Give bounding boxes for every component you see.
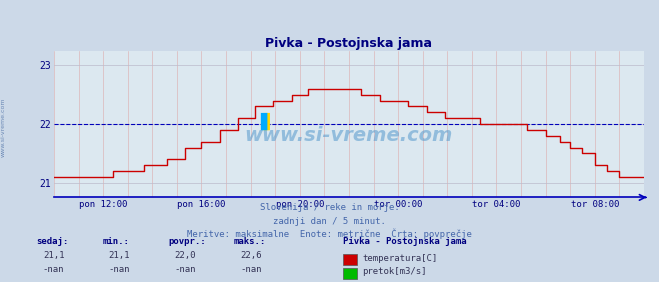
Text: -nan: -nan [241,265,262,274]
Text: maks.:: maks.: [234,237,266,246]
Text: Slovenija / reke in morje.: Slovenija / reke in morje. [260,203,399,212]
Title: Pivka - Postojnska jama: Pivka - Postojnska jama [266,37,432,50]
Text: -nan: -nan [43,265,65,274]
Text: pretok[m3/s]: pretok[m3/s] [362,267,427,276]
Text: temperatura[C]: temperatura[C] [362,254,438,263]
Text: Meritve: maksimalne  Enote: metrične  Črta: povprečje: Meritve: maksimalne Enote: metrične Črta… [187,229,472,239]
Text: ▌: ▌ [260,112,273,130]
Text: sedaj:: sedaj: [36,237,69,246]
Text: zadnji dan / 5 minut.: zadnji dan / 5 minut. [273,217,386,226]
Text: www.si-vreme.com: www.si-vreme.com [244,126,453,145]
Text: www.si-vreme.com: www.si-vreme.com [1,97,6,157]
Text: 21,1: 21,1 [109,251,130,260]
Text: 22,0: 22,0 [175,251,196,260]
Text: -nan: -nan [175,265,196,274]
Text: min.:: min.: [102,237,129,246]
Text: povpr.:: povpr.: [168,237,206,246]
Text: 22,6: 22,6 [241,251,262,260]
Text: Pivka - Postojnska jama: Pivka - Postojnska jama [343,237,467,246]
Text: -nan: -nan [109,265,130,274]
Text: ▐: ▐ [257,112,270,130]
Text: 21,1: 21,1 [43,251,65,260]
